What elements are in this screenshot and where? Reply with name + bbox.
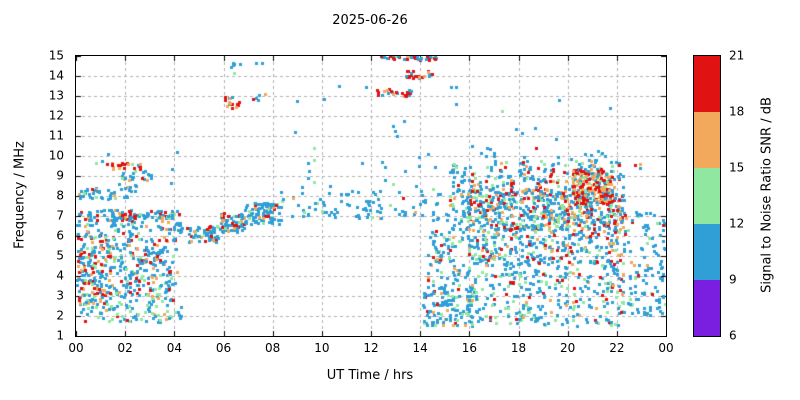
chart-title: 2025-06-26 xyxy=(332,13,408,28)
y-tick-label: 13 xyxy=(48,88,64,103)
y-tick-label: 10 xyxy=(48,148,64,163)
y-tick-label: 3 xyxy=(56,288,64,303)
plot-canvas xyxy=(76,56,666,336)
x-tick-label: 18 xyxy=(510,341,527,355)
x-tick-label: 02 xyxy=(117,341,133,355)
x-tick-label: 20 xyxy=(560,341,576,355)
y-tick-label: 1 xyxy=(56,328,64,343)
x-tick-label: 14 xyxy=(412,341,428,355)
colorbar-label: Signal to Noise Ratio SNR / dB xyxy=(759,97,775,293)
x-axis-ticks: 00 02 04 06 08 10 12 14 16 18 20 22 00 xyxy=(68,341,673,357)
x-tick-label: 12 xyxy=(363,341,379,355)
colorbar-tick-label: 6 xyxy=(729,328,737,343)
y-tick-label: 5 xyxy=(56,248,64,263)
colorbar-tick-label: 12 xyxy=(729,216,745,231)
y-tick-label: 4 xyxy=(56,268,64,283)
plot-area xyxy=(75,55,667,337)
y-tick-label: 8 xyxy=(56,188,64,203)
x-tick-label: 00 xyxy=(68,341,84,355)
colorbar-tick-label: 21 xyxy=(729,48,745,63)
y-axis-label: Frequency / MHz xyxy=(12,141,28,249)
colorbar-tick-label: 15 xyxy=(729,160,745,175)
y-tick-label: 7 xyxy=(56,208,64,223)
y-tick-label: 6 xyxy=(56,228,64,243)
colorbar-ticks: 6 9 12 15 18 21 xyxy=(726,49,756,343)
y-tick-label: 11 xyxy=(48,128,64,143)
colorbar-tick-label: 18 xyxy=(729,104,745,119)
x-axis-label: UT Time / hrs xyxy=(326,368,414,383)
y-tick-label: 2 xyxy=(56,308,64,323)
y-tick-label: 15 xyxy=(48,48,64,63)
y-tick-label: 12 xyxy=(48,108,64,123)
x-tick-label: 04 xyxy=(166,341,182,355)
colorbar-tick-label: 9 xyxy=(729,272,737,287)
x-tick-label: 10 xyxy=(314,341,330,355)
x-tick-label: 22 xyxy=(609,341,625,355)
x-tick-label: 06 xyxy=(215,341,232,355)
y-axis-ticks: 1 2 3 4 5 6 7 8 9 10 11 12 13 14 15 xyxy=(42,49,68,343)
y-tick-label: 9 xyxy=(56,168,64,183)
colorbar xyxy=(693,55,721,337)
x-tick-label: 00 xyxy=(658,341,674,355)
x-tick-label: 16 xyxy=(461,341,477,355)
y-tick-label: 14 xyxy=(48,68,64,83)
x-tick-label: 08 xyxy=(265,341,281,355)
